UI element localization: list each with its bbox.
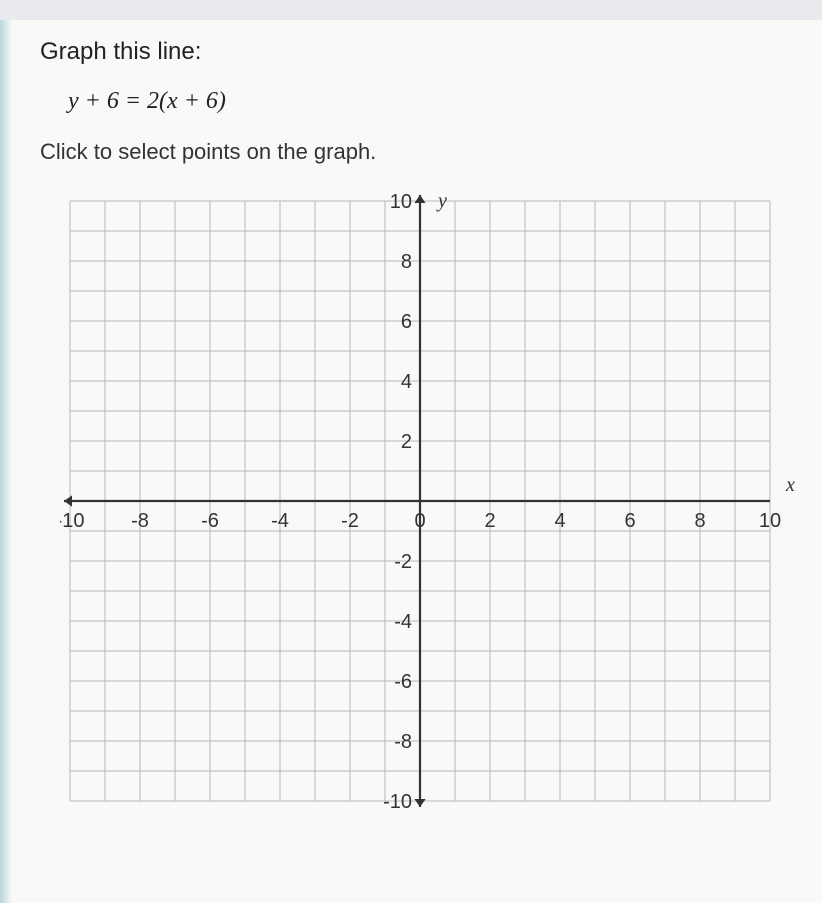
svg-text:-8: -8 (131, 510, 149, 532)
svg-text:2: 2 (484, 510, 495, 532)
svg-text:x: x (785, 474, 795, 496)
coordinate-graph[interactable]: -10-8-6-4-20246810-10-8-6-4-2246810yx (60, 191, 780, 811)
svg-text:-8: -8 (394, 731, 412, 753)
svg-text:10: 10 (759, 510, 781, 532)
svg-text:0: 0 (414, 510, 425, 532)
svg-text:-6: -6 (201, 510, 219, 532)
svg-text:-2: -2 (394, 551, 412, 573)
svg-text:y: y (436, 191, 447, 212)
svg-text:8: 8 (694, 510, 705, 532)
graph-svg[interactable]: -10-8-6-4-20246810-10-8-6-4-2246810yx (60, 191, 800, 811)
question-page: Graph this line: y + 6 = 2(x + 6) Click … (0, 20, 822, 903)
svg-text:6: 6 (401, 311, 412, 333)
svg-text:-10: -10 (60, 510, 84, 532)
svg-text:4: 4 (401, 371, 412, 393)
equation: y + 6 = 2(x + 6) (68, 88, 792, 115)
equation-text: y + 6 = 2(x + 6) (68, 88, 226, 114)
instruction-text: Click to select points on the graph. (40, 139, 792, 165)
svg-text:8: 8 (401, 251, 412, 273)
svg-text:-10: -10 (383, 791, 412, 811)
svg-text:-2: -2 (341, 510, 359, 532)
svg-text:4: 4 (554, 510, 565, 532)
svg-text:10: 10 (390, 191, 412, 213)
svg-text:-4: -4 (271, 510, 289, 532)
svg-text:6: 6 (624, 510, 635, 532)
svg-text:2: 2 (401, 431, 412, 453)
prompt-text: Graph this line: (40, 38, 792, 66)
svg-text:-4: -4 (394, 611, 412, 633)
svg-text:-6: -6 (394, 671, 412, 693)
